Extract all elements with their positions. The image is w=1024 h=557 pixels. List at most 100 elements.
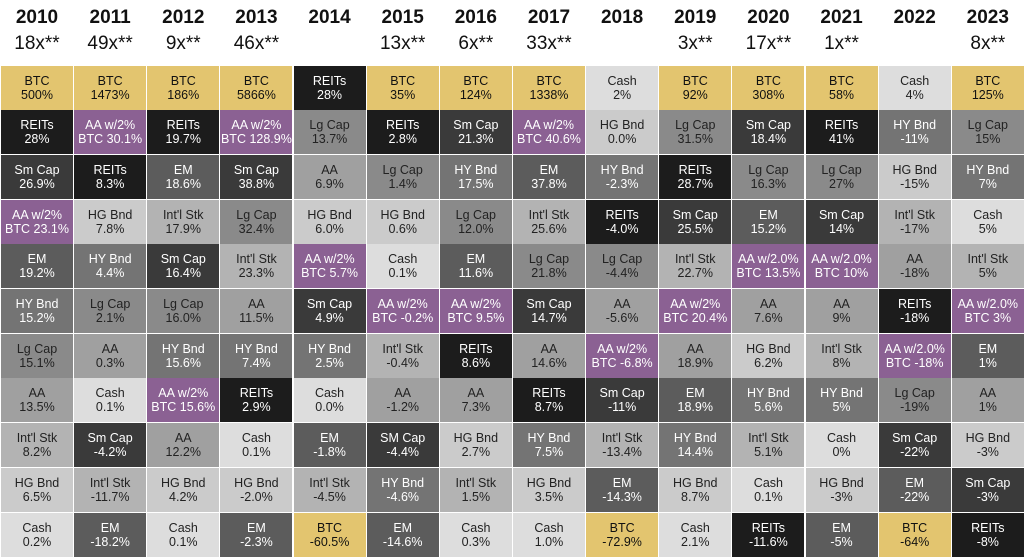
- return-cell: SM Cap -4.4%: [366, 423, 439, 468]
- return-cell: HY Bnd 2.5%: [293, 333, 366, 378]
- return-cell: AA w/2% BTC 9.5%: [439, 289, 512, 333]
- return-cell: BTC 1473%: [74, 65, 147, 110]
- asset-label: HG Bnd: [87, 207, 133, 222]
- return-cell: HY Bnd -2.3%: [586, 154, 659, 199]
- year-label: 2013: [235, 7, 278, 28]
- return-cell: REITs 28%: [293, 65, 366, 110]
- return-cell: BTC 5866%: [220, 65, 293, 110]
- return-value: 8.3%: [95, 176, 125, 191]
- asset-label: Lg Cap: [821, 162, 862, 177]
- return-cell: Cash 0.1%: [220, 423, 293, 468]
- return-value: -11.6%: [749, 534, 788, 549]
- return-cell: HG Bnd 0.0%: [586, 110, 659, 155]
- asset-label: BTC: [536, 73, 562, 88]
- return-cell: Sm Cap 14%: [805, 199, 878, 244]
- btc-multiple-label: 1x**: [824, 33, 859, 54]
- return-value: 5%: [832, 400, 851, 415]
- return-cell: Int'l Stk -11.7%: [74, 467, 147, 512]
- return-cell: BTC 35%: [366, 65, 439, 110]
- asset-label: Lg Cap: [309, 118, 350, 133]
- asset-label: HY Bnd: [88, 252, 132, 267]
- return-value: -5%: [830, 534, 853, 549]
- asset-label: Int'l Stk: [821, 341, 862, 356]
- asset-label: Lg Cap: [894, 386, 935, 401]
- return-cell: Sm Cap 4.9%: [293, 289, 366, 333]
- return-value: -64%: [900, 534, 930, 549]
- return-value: 15%: [975, 132, 1001, 147]
- return-value: 5866%: [236, 87, 276, 102]
- return-value: -14.3%: [602, 489, 642, 504]
- return-cell: Int'l Stk 1.5%: [439, 467, 512, 512]
- return-value: 5%: [978, 266, 997, 281]
- return-value: 1.0%: [534, 534, 564, 549]
- asset-label: AA w/2%: [304, 252, 355, 267]
- return-value: -19%: [900, 400, 930, 415]
- return-cell: AA 0.3%: [74, 333, 147, 378]
- asset-label: EM: [539, 162, 559, 177]
- return-value: 9%: [832, 311, 851, 325]
- return-value: -18.2%: [90, 534, 130, 549]
- asset-label: Lg Cap: [163, 297, 204, 311]
- return-value: 35%: [390, 87, 416, 102]
- return-value: BTC 128.9%: [220, 132, 292, 147]
- return-value: -4.6%: [386, 489, 420, 504]
- return-cell: AA w/2.0% BTC 13.5%: [732, 244, 805, 289]
- year-label: 2015: [381, 7, 424, 28]
- return-cell: Int'l Stk 17.9%: [147, 199, 220, 244]
- asset-label: BTC: [317, 520, 343, 535]
- return-value: 308%: [752, 87, 785, 102]
- return-cell: AA w/2.0% BTC 10%: [805, 244, 878, 289]
- asset-label: AA w/2%: [670, 297, 721, 311]
- return-value: 4.4%: [95, 266, 125, 281]
- return-value: 0.3%: [95, 355, 125, 370]
- return-value: 18.4%: [750, 132, 787, 147]
- return-cell: AA w/2% BTC 20.4%: [659, 289, 732, 333]
- year-label: 2010: [15, 7, 59, 28]
- asset-label: AA: [467, 386, 485, 401]
- return-cell: EM -5%: [805, 512, 878, 557]
- return-cell: Cash 1.0%: [512, 512, 585, 557]
- asset-label: HY Bnd: [893, 118, 937, 133]
- asset-label: HG Bnd: [234, 475, 279, 490]
- return-cell: EM -14.6%: [366, 512, 439, 557]
- return-cell: HG Bnd 6.5%: [1, 467, 73, 512]
- return-cell: HY Bnd -4.6%: [366, 467, 439, 512]
- return-value: 0.1%: [242, 445, 271, 460]
- return-cell: Cash 0%: [805, 423, 878, 468]
- year-label: 2011: [89, 7, 131, 28]
- return-cell: HY Bnd 4.4%: [74, 244, 147, 289]
- return-cell: Sm Cap 14.7%: [512, 289, 585, 333]
- return-value: -4.5%: [313, 489, 346, 504]
- return-cell: AA 14.6%: [512, 333, 585, 378]
- asset-label: Cash: [900, 73, 930, 88]
- asset-label: EM: [100, 520, 120, 535]
- return-value: -4.0%: [605, 221, 639, 236]
- btc-multiple-label: 18x**: [14, 33, 60, 54]
- return-cell: HG Bnd 6.2%: [732, 333, 805, 378]
- return-value: BTC 30.1%: [78, 132, 143, 147]
- return-value: 11.5%: [239, 311, 274, 325]
- asset-label: HY Bnd: [966, 162, 1010, 177]
- return-value: 25.5%: [677, 221, 713, 236]
- return-cell: BTC 125%: [951, 65, 1024, 110]
- asset-label: Int'l Stk: [236, 252, 277, 267]
- return-value: 16.0%: [165, 311, 201, 325]
- return-value: BTC -18%: [885, 355, 944, 370]
- return-value: -14.6%: [382, 534, 423, 549]
- return-cell: Sm Cap 25.5%: [659, 199, 732, 244]
- asset-label: REITs: [971, 520, 1005, 535]
- asset-label: BTC: [243, 73, 269, 88]
- return-cell: HG Bnd -15%: [878, 154, 951, 199]
- return-value: 5.6%: [754, 400, 783, 415]
- return-cell: Lg Cap 2.1%: [74, 289, 147, 333]
- year-column-2012: 2012 9x** BTC 186% REITs 19.7% EM 18.6% Int'l St…: [147, 0, 220, 557]
- year-column-2022: 2022 Cash 4% HY Bnd -11% HG Bnd -15% Int'l Stk -…: [878, 0, 951, 557]
- asset-label: Int'l Stk: [674, 252, 716, 267]
- return-cell: Int'l Stk 23.3%: [220, 244, 293, 289]
- return-value: 0.2%: [22, 534, 52, 549]
- return-cell: AA w/2% BTC -6.8%: [586, 333, 659, 378]
- year-label: 2021: [820, 7, 863, 28]
- return-value: 6.9%: [315, 176, 344, 191]
- year-label: 2014: [308, 7, 351, 28]
- return-cell: EM 37.8%: [512, 154, 585, 199]
